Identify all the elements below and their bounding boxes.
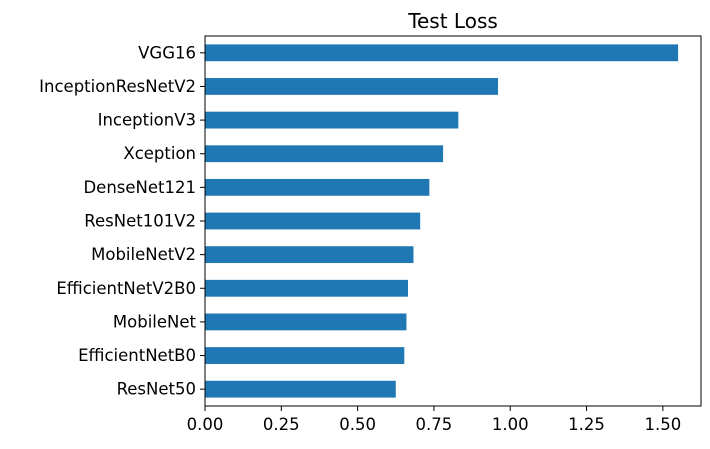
x-tick-label: 1.25	[568, 415, 605, 434]
bar	[205, 212, 421, 230]
y-tick-label: InceptionResNetV2	[39, 77, 196, 96]
bar	[205, 380, 396, 398]
x-tick-label: 0.25	[263, 415, 300, 434]
bar	[205, 111, 459, 129]
y-tick-label: EfficientNetB0	[78, 346, 196, 365]
y-tick-label: EfficientNetV2B0	[56, 279, 196, 298]
y-tick-label: VGG16	[138, 43, 196, 62]
y-tick-label: DenseNet121	[83, 178, 196, 197]
bar	[205, 279, 408, 297]
chart-title: Test Loss	[407, 9, 498, 33]
y-tick-label: ResNet50	[117, 380, 196, 399]
x-tick-label: 0.00	[187, 415, 224, 434]
bar	[205, 313, 407, 331]
bar	[205, 145, 444, 163]
x-tick-label: 1.50	[644, 415, 681, 434]
bar	[205, 44, 679, 62]
bar	[205, 78, 499, 95]
x-tick-label: 0.75	[416, 415, 453, 434]
y-axis-ticks: VGG16 InceptionResNetV2 InceptionV3 Xceptio…	[39, 43, 205, 399]
bar	[205, 347, 405, 364]
y-tick-label: InceptionV3	[98, 111, 196, 130]
x-tick-label: 0.50	[339, 415, 376, 434]
x-axis-ticks: 0.00 0.25 0.50 0.75 1.00 1.25 1.50	[187, 406, 681, 434]
y-tick-label: MobileNet	[113, 312, 197, 331]
bars-layer	[205, 44, 679, 398]
y-tick-label: ResNet101V2	[84, 212, 196, 231]
x-tick-label: 1.00	[492, 415, 529, 434]
bar	[205, 246, 414, 264]
y-tick-label: MobileNetV2	[91, 245, 196, 264]
y-tick-label: Xception	[123, 144, 196, 163]
plot-frame	[204, 35, 702, 407]
bar	[205, 178, 430, 196]
